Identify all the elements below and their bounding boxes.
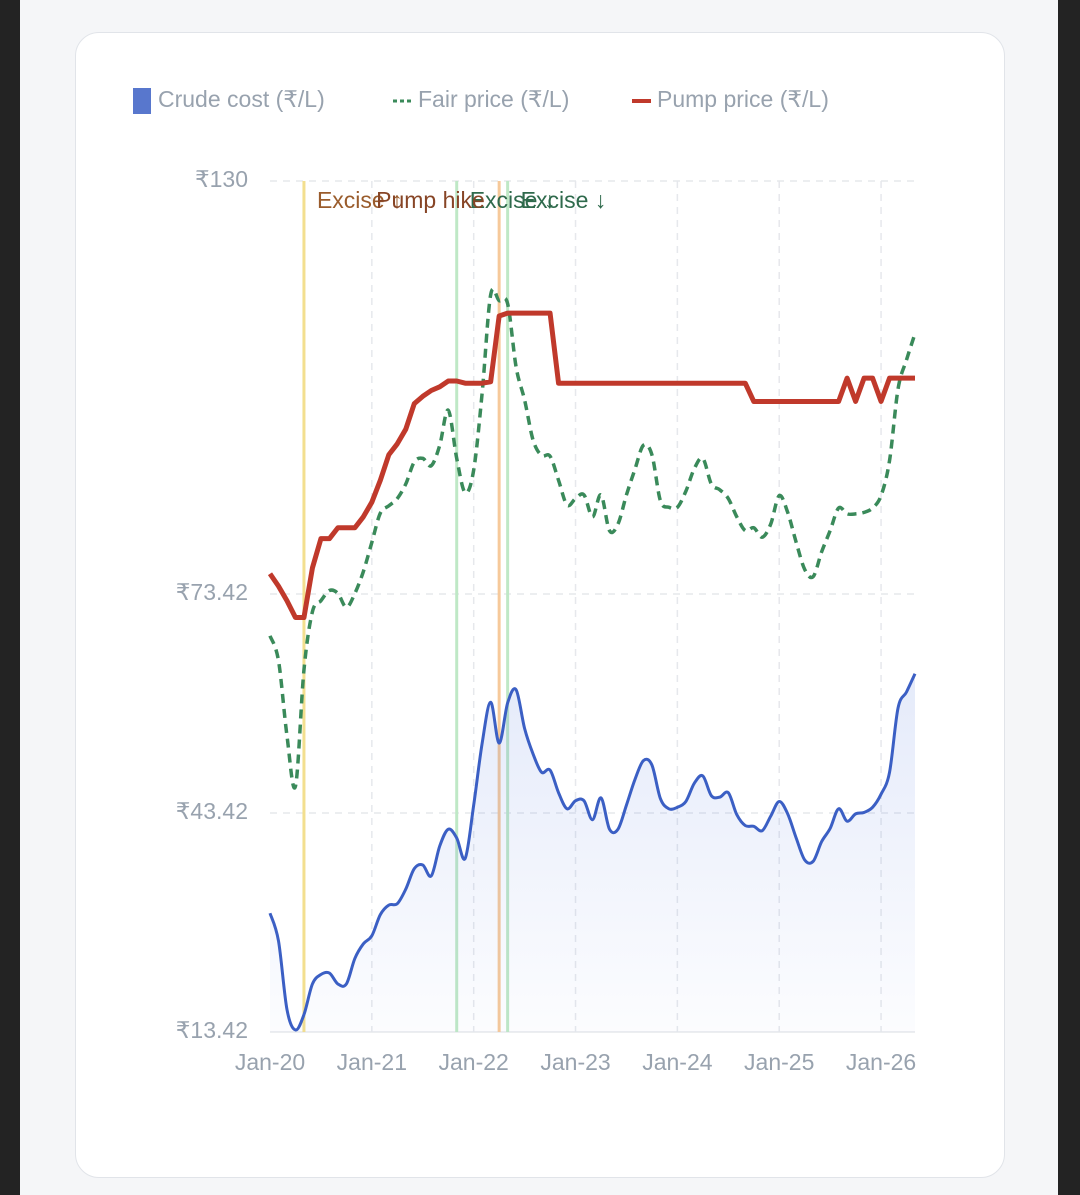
screen-edge <box>1058 0 1080 1195</box>
x-tick-label: Jan-25 <box>744 1049 814 1075</box>
legend-label: Pump price (₹/L) <box>657 86 829 112</box>
x-tick-label: Jan-21 <box>337 1049 407 1075</box>
x-tick-label: Jan-23 <box>540 1049 610 1075</box>
legend-label: Fair price (₹/L) <box>418 86 569 112</box>
y-tick-label: ₹73.42 <box>176 579 248 605</box>
y-tick-label: ₹130 <box>195 166 248 192</box>
legend-label: Crude cost (₹/L) <box>158 86 325 112</box>
series-line <box>268 287 917 790</box>
y-tick-label: ₹43.42 <box>176 798 248 824</box>
screen-edge <box>0 0 20 1195</box>
x-tick-label: Jan-22 <box>439 1049 509 1075</box>
x-tick-label: Jan-24 <box>642 1049 713 1075</box>
annotation-label: Excise ↓ <box>521 187 607 213</box>
legend-swatch <box>133 88 151 114</box>
annotation-label: Excise ↑ <box>317 187 403 213</box>
y-tick-label: ₹13.42 <box>176 1017 248 1043</box>
annotation-label: Pump hike <box>376 187 485 213</box>
series-line <box>267 310 915 621</box>
x-tick-label: Jan-20 <box>235 1049 305 1075</box>
annotation-label: Excise ↓ <box>470 187 556 213</box>
series-line <box>268 673 917 1032</box>
x-tick-label: Jan-26 <box>846 1049 916 1075</box>
area <box>270 673 915 1032</box>
